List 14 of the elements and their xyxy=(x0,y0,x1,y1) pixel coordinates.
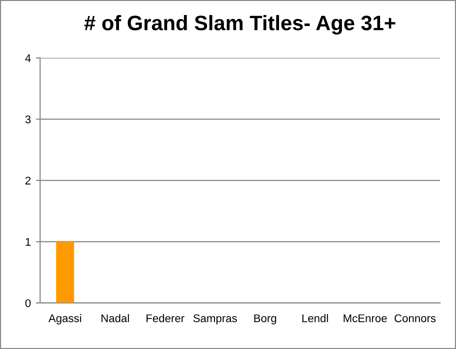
x-tick-label: Nadal xyxy=(102,314,129,322)
x-tick-label: Agassi xyxy=(48,314,82,324)
chart-title: # of Grand Slam Titles- Age 31+ xyxy=(84,15,396,35)
y-tick-label: 0 xyxy=(25,299,31,308)
y-tick-label: 3 xyxy=(25,115,31,124)
x-tick-label: Lendl xyxy=(302,314,328,322)
y-tick-label: 1 xyxy=(26,238,31,246)
x-tick-label: Sampras xyxy=(193,314,237,324)
y-tick-label: 4 xyxy=(25,54,31,62)
y-tick-label: 2 xyxy=(25,176,31,184)
x-tick-label: McEnroe xyxy=(344,314,387,322)
x-tick-label: Connors xyxy=(394,314,436,322)
x-tick-label: Federer xyxy=(146,314,184,322)
x-tick-label: Borg xyxy=(254,314,276,324)
